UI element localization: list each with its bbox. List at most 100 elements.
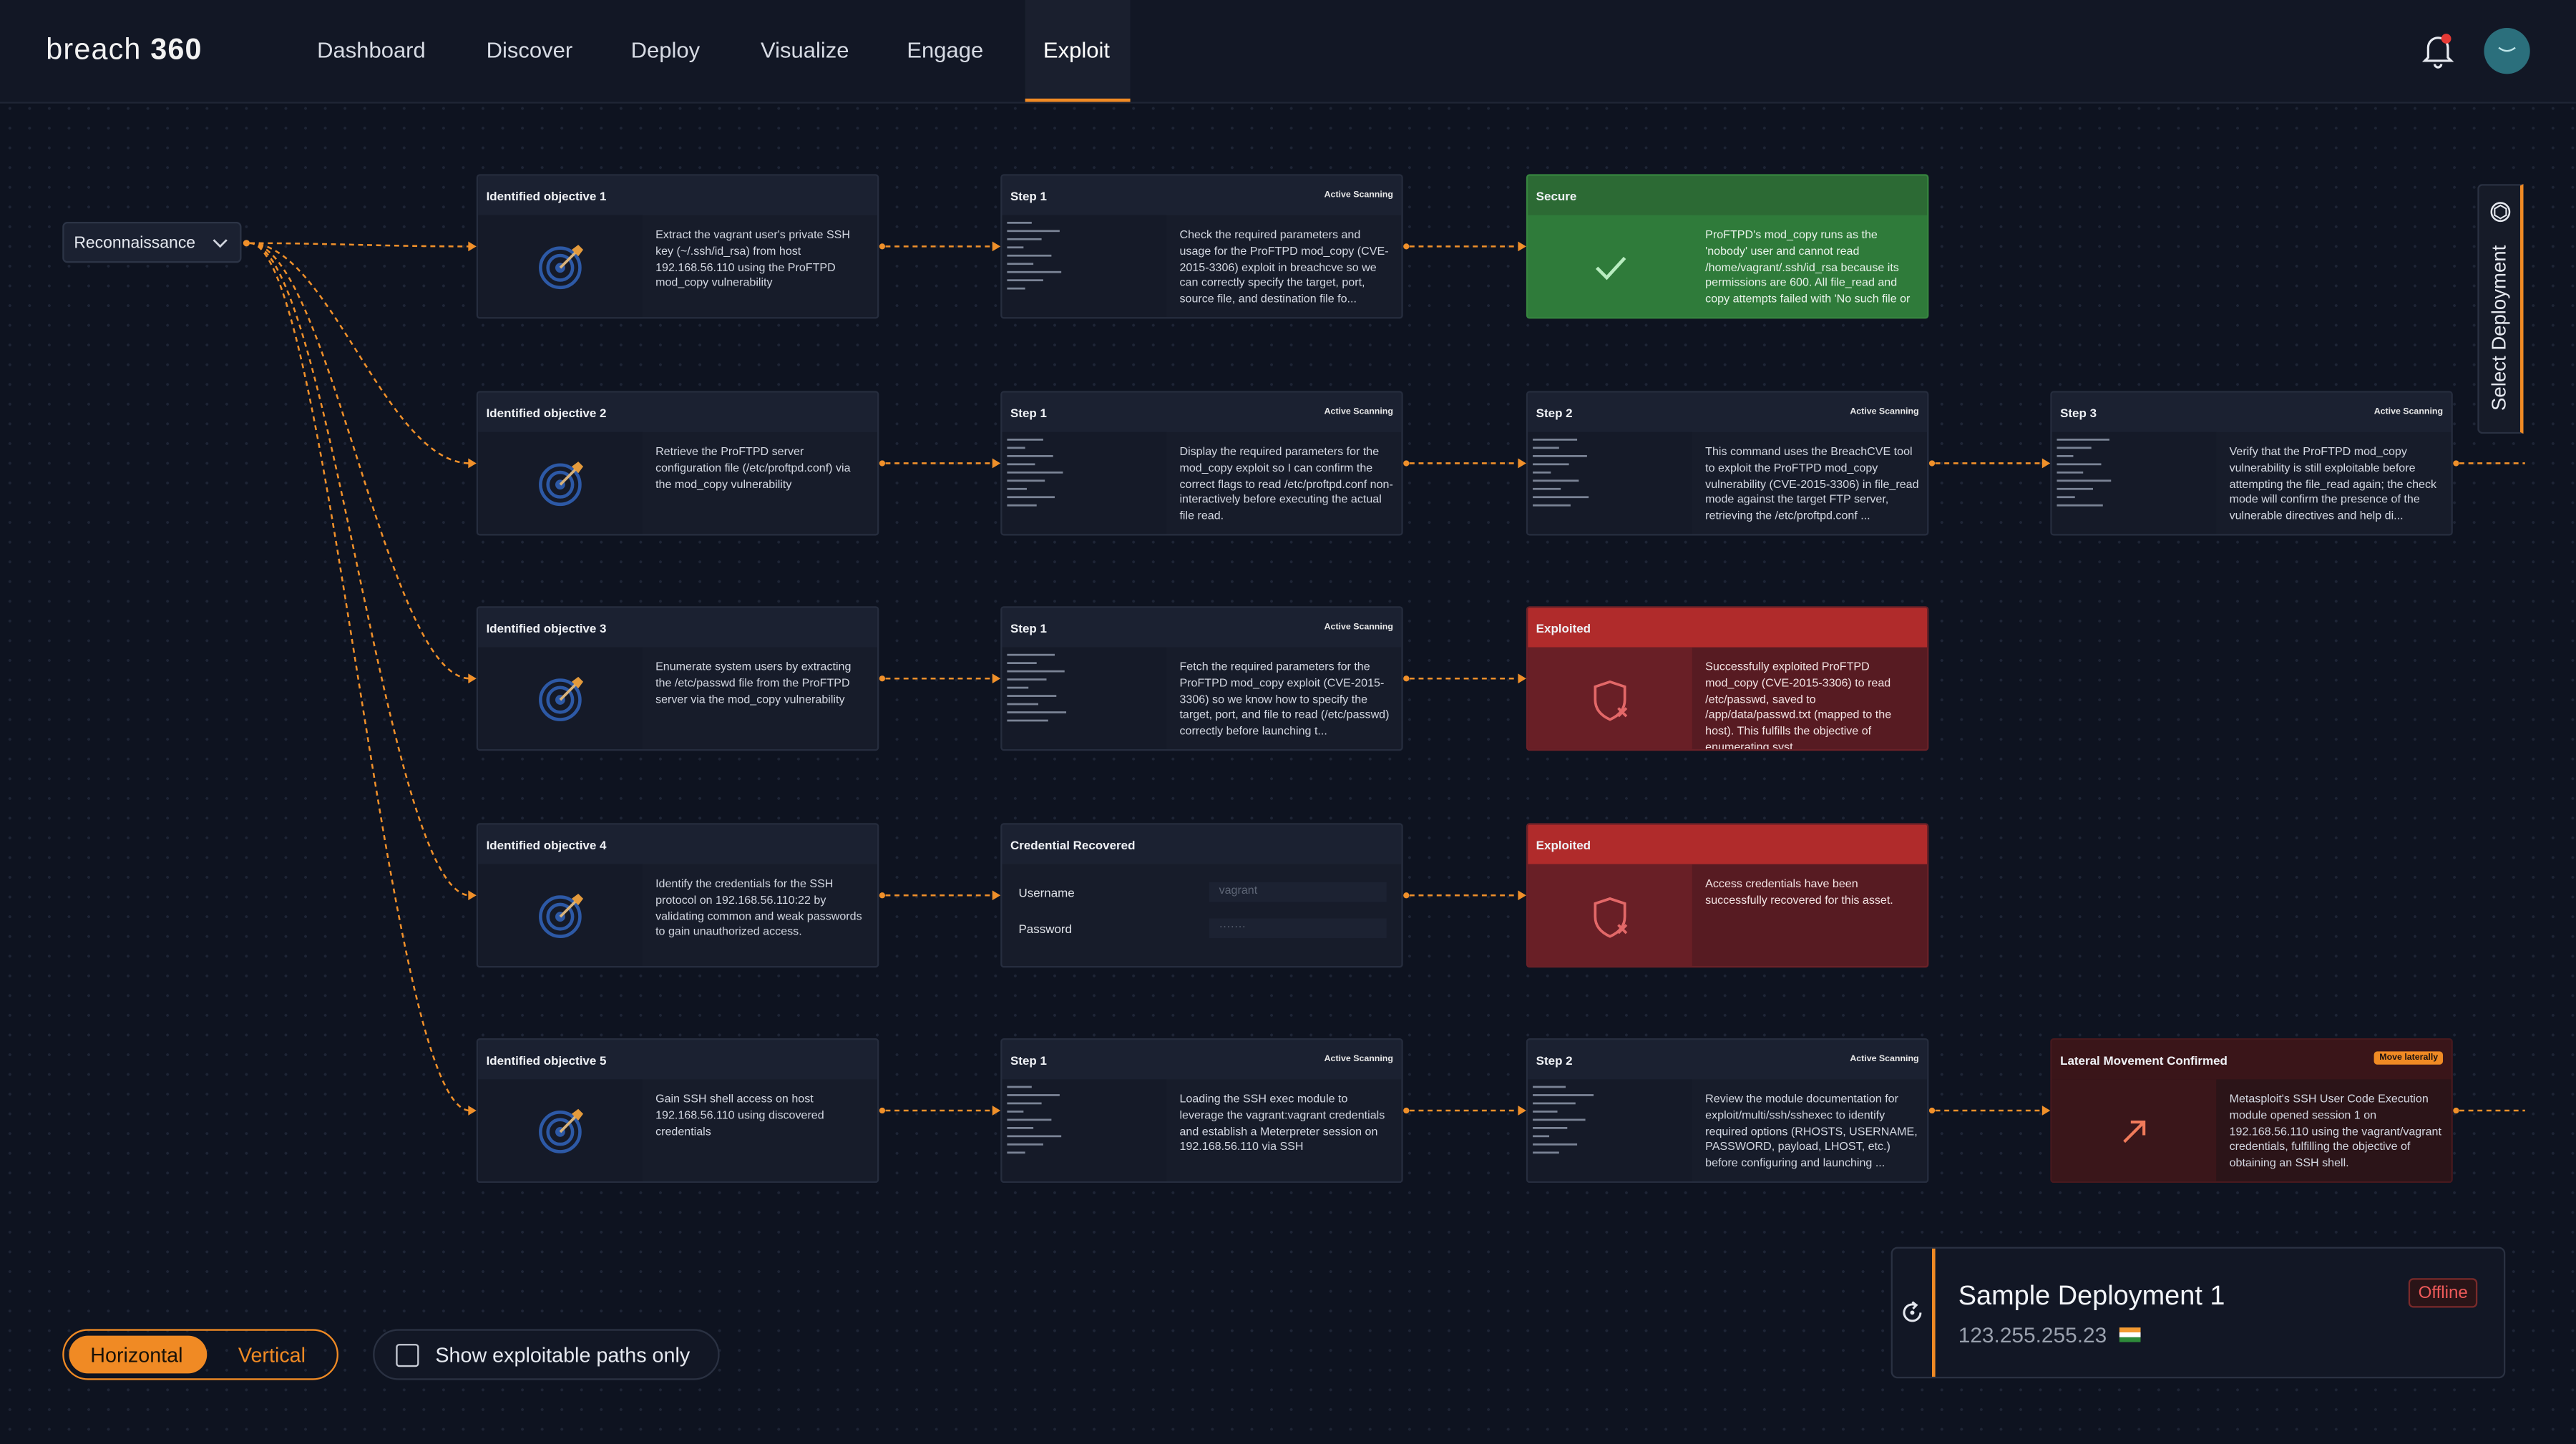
icon-part [546, 253, 575, 282]
card-badge: Active Scanning [1324, 407, 1393, 418]
card-exploited[interactable]: Exploited Access credentials have been su… [1526, 823, 1929, 968]
card-header: Step 1 Active Scanning [1002, 392, 1402, 432]
horizontal-label[interactable]: Horizontal [90, 1344, 183, 1367]
card-text: Extract the vagrant user's private SSH k… [655, 230, 851, 290]
icon-part [546, 470, 575, 499]
vertical-label[interactable]: Vertical [238, 1344, 306, 1367]
terminal-line [1533, 471, 1551, 474]
card-step[interactable]: Step 2 Active Scanning This command uses t… [1526, 391, 1929, 536]
card-credential[interactable]: Credential Recovered Username vagrant Passw… [1000, 823, 1403, 968]
card-step[interactable]: Step 1 Active Scanning Check the required … [1000, 174, 1403, 319]
card-step[interactable]: Step 1 Active Scanning Fetch the required … [1000, 606, 1403, 751]
card-icon [539, 462, 584, 507]
card-header: Identified objective 5 [478, 1040, 878, 1080]
filter-checkbox[interactable] [396, 1344, 419, 1367]
nav-item[interactable]: Exploit [1043, 37, 1110, 63]
card-objective[interactable]: Identified objective 4 Identify the crede… [476, 823, 879, 968]
brand-word: breach [46, 32, 142, 66]
icon-part [1594, 897, 1626, 938]
terminal-line [1533, 1151, 1559, 1154]
icon-part [571, 1108, 584, 1121]
connector-arrow [468, 241, 477, 252]
layout-toggle [62, 1329, 338, 1380]
connector-dot [879, 460, 886, 467]
connector-arrow [1518, 458, 1526, 469]
card-objective[interactable]: Identified objective 1 Extract the vagran… [476, 174, 879, 319]
notification-bell[interactable] [2421, 33, 2454, 69]
terminal-screenshot [1007, 221, 1062, 290]
connector-dot [1928, 1107, 1936, 1114]
connector-arrow [1518, 890, 1526, 901]
terminal-line [1007, 238, 1042, 240]
deployment-card[interactable] [1890, 1247, 2506, 1379]
connector-arrow [2041, 1106, 2051, 1116]
terminal-line [1533, 1127, 1568, 1129]
card-header: Step 1 Active Scanning [1002, 175, 1402, 215]
card-icon [539, 676, 584, 721]
field-value: vagrant [1209, 882, 1387, 902]
connector-dot [879, 675, 886, 682]
filter-pill[interactable] [373, 1329, 720, 1380]
card-header: Identified objective 4 [478, 824, 878, 864]
nav-item[interactable]: Discover [486, 37, 573, 63]
stage-connector [249, 242, 470, 248]
card-step[interactable]: Step 3 Active Scanning Verify that the Pro… [2050, 391, 2453, 536]
card-lateral[interactable]: Lateral Movement Confirmed Move laterally… [2050, 1038, 2453, 1184]
stage-dropdown[interactable]: Reconnaissance [62, 221, 242, 263]
refresh-icon[interactable] [1899, 1299, 1926, 1326]
card-secure[interactable]: Secure ProFTPD's mod_copy runs as the 'no… [1526, 174, 1929, 319]
card-title: Identified objective 3 [486, 620, 607, 636]
horizontal-button[interactable] [69, 1335, 208, 1374]
icon-part [559, 467, 578, 486]
terminal-line [1007, 246, 1024, 249]
icon-part [559, 1114, 578, 1133]
stage-connector [249, 242, 470, 897]
card-objective[interactable]: Identified objective 2 Retrieve the ProFT… [476, 391, 879, 536]
terminal-line [1007, 263, 1034, 265]
refresh-arrow [1911, 1301, 1918, 1309]
card-thumb [1528, 431, 1692, 535]
connector-dot [879, 243, 886, 250]
nav-item[interactable]: Dashboard [317, 37, 426, 63]
terminal-line [1533, 496, 1589, 499]
terminal-line [2057, 504, 2103, 507]
terminal-screenshot [1007, 653, 1067, 722]
terminal-line [1533, 1135, 1550, 1138]
card-objective[interactable]: Identified objective 5 Gain SSH shell acc… [476, 1038, 879, 1184]
connector-arrow [992, 458, 1001, 469]
card-exploited[interactable]: Exploited Successfully exploited ProFTPD … [1526, 606, 1929, 751]
terminal-line [2057, 454, 2074, 457]
card-step[interactable]: Step 2 Active Scanning Review the module d… [1526, 1038, 1929, 1184]
brand[interactable]: breach 360 [46, 33, 202, 67]
card-step[interactable]: Step 1 Active Scanning Loading the SSH exe… [1000, 1038, 1403, 1184]
deployment-ip-row: 123.255.255.23 [1958, 1321, 2142, 1350]
terminal-line [1007, 670, 1065, 673]
nav-item[interactable]: Visualize [761, 37, 849, 63]
icon-part [546, 902, 575, 931]
card-step[interactable]: Step 1 Active Scanning Display the require… [1000, 391, 1403, 536]
connector-arrow [992, 890, 1001, 901]
chevron [213, 239, 228, 248]
icon-part [1596, 256, 1626, 280]
card-header: Step 2 Active Scanning [1528, 1040, 1928, 1080]
avatar[interactable] [2482, 26, 2532, 76]
terminal-line [2057, 496, 2075, 499]
terminal-line [2057, 439, 2109, 441]
nav-item[interactable]: Engage [907, 37, 984, 63]
flag-band [2119, 1337, 2142, 1342]
card-objective[interactable]: Identified objective 3 Enumerate system u… [476, 606, 879, 751]
side-tab[interactable] [2477, 184, 2524, 434]
icon-part [559, 250, 578, 269]
connector-arrow [992, 673, 1001, 684]
terminal-line [1007, 678, 1047, 680]
connector-arrow [992, 1106, 1001, 1116]
active-tab-bg [1025, 0, 1131, 102]
filter-label[interactable]: Show exploitable paths only [435, 1344, 691, 1367]
terminal-line [1007, 504, 1037, 507]
card-header: Identified objective 3 [478, 608, 878, 648]
card-text: Display the required parameters for the … [1179, 447, 1393, 523]
card-title: Step 1 [1010, 406, 1047, 421]
nav-item[interactable]: Deploy [630, 37, 701, 63]
terminal-line [1007, 1118, 1052, 1121]
connector-arrow [1518, 1106, 1526, 1116]
